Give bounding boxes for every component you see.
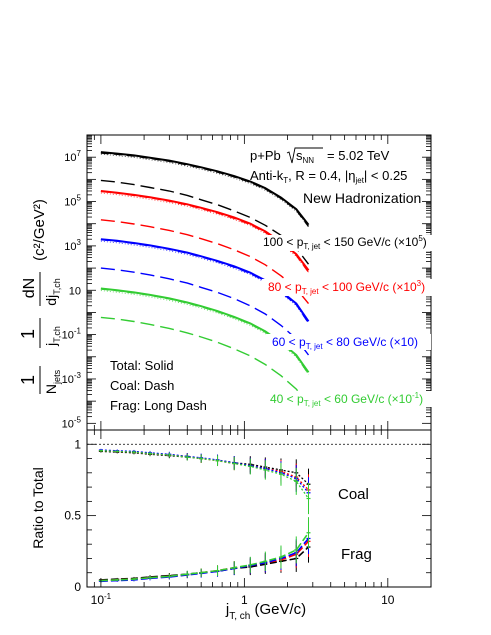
bottom-x-ticks: 10-1 1 10 [86, 430, 432, 607]
bin-label-100-150: 100 < pT, jet < 150 GeV/c (×105) [258, 234, 432, 251]
top-y-tick-label: 10-3 [62, 371, 82, 386]
svg-text:100 < pT, jet < 150 GeV/c (×10: 100 < pT, jet < 150 GeV/c (×105) [263, 234, 427, 251]
top-y-axis-title: 1 Njets 1 jT,ch dN djT,ch (c²/GeV²) [18, 199, 62, 394]
curve-100-150-frag [100, 179, 310, 265]
bottom-y-ticks: 00.51 [64, 437, 431, 594]
ratio-points [98, 448, 311, 583]
energy-label: = 5.02 TeV [327, 148, 390, 163]
top-y-tick-label: 10-1 [62, 327, 82, 342]
x-tick-label: 1 [241, 593, 248, 607]
legend-total: Total: Solid [110, 358, 174, 373]
ratio-line-60-80-coal [100, 449, 309, 494]
bottom-y-tick-label: 0.5 [64, 509, 81, 523]
curve-60-80-frag [100, 267, 310, 356]
top-y-tick-label: 10 [69, 285, 81, 297]
curve-40-60-frag [100, 316, 310, 406]
svg-text:1: 1 [18, 375, 38, 385]
frag-ratio-label: Frag [341, 546, 372, 563]
svg-text:jT,ch: jT,ch [43, 326, 62, 347]
bin-label-40-60: 40 < pT, jet < 60 GeV/c (×10-1) [265, 391, 432, 408]
svg-text:Njets: Njets [43, 369, 62, 394]
bottom-panel: 00.51 10-1 1 10 Coal Frag Ratio to Total j… [30, 429, 432, 622]
bin-label-80-100: 80 < pT, jet < 100 GeV/c (×103) [262, 279, 432, 296]
system-label: p+Pb [250, 148, 281, 163]
svg-text:80 < pT, jet < 100 GeV/c (×103: 80 < pT, jet < 100 GeV/c (×103) [268, 279, 425, 296]
curve-100-150-coal [100, 152, 310, 227]
svg-text:(c²/GeV²): (c²/GeV²) [31, 199, 48, 261]
bottom-y-tick-label: 1 [74, 437, 81, 451]
x-tick-label: 10 [381, 593, 395, 607]
bottom-frame [86, 429, 432, 588]
algorithm-label: Anti-kT, R = 0.4, |ηjet| < 0.25 [250, 168, 407, 185]
x-axis-title: jT, ch (GeV/c) [225, 601, 306, 622]
coal-ratio-label: Coal [338, 486, 369, 503]
svg-text:djT,ch: djT,ch [43, 278, 62, 305]
bottom-y-tick-label: 0 [74, 580, 81, 594]
svg-text:40 < pT, jet < 60 GeV/c (×10-1: 40 < pT, jet < 60 GeV/c (×10-1) [270, 391, 423, 408]
ratio-line-40-60-coal [100, 450, 310, 499]
top-y-tick-label: 10-5 [62, 415, 82, 430]
ratio-line-40-60-frag [100, 532, 310, 582]
legend-coal: Coal: Dash [110, 378, 174, 393]
x-tick-label: 10-1 [91, 592, 112, 607]
top-x-ticks [86, 135, 432, 430]
bottom-y-axis-title: Ratio to Total [30, 467, 46, 548]
top-y-tick-label: 103 [64, 238, 81, 253]
legend-frag: Frag: Long Dash [110, 398, 207, 413]
bin-label-60-80: 60 < pT, jet < 80 GeV/c (×10) [266, 334, 431, 351]
svg-text:60 < pT, jet < 80 GeV/c (×10): 60 < pT, jet < 80 GeV/c (×10) [272, 335, 418, 351]
top-y-ticks: 107 105 103 10 10-1 10-3 10-5 [62, 134, 431, 430]
top-y-tick-label: 107 [64, 149, 81, 164]
top-y-tick-label: 105 [64, 194, 81, 209]
curve-80-100-frag [100, 219, 310, 305]
svg-text:dN: dN [21, 278, 38, 298]
svg-text:1: 1 [18, 329, 38, 339]
sqrt-s-label: sNN [296, 148, 314, 165]
model-label: New Hadronization [303, 190, 421, 206]
sqrt-symbol [286, 147, 323, 164]
